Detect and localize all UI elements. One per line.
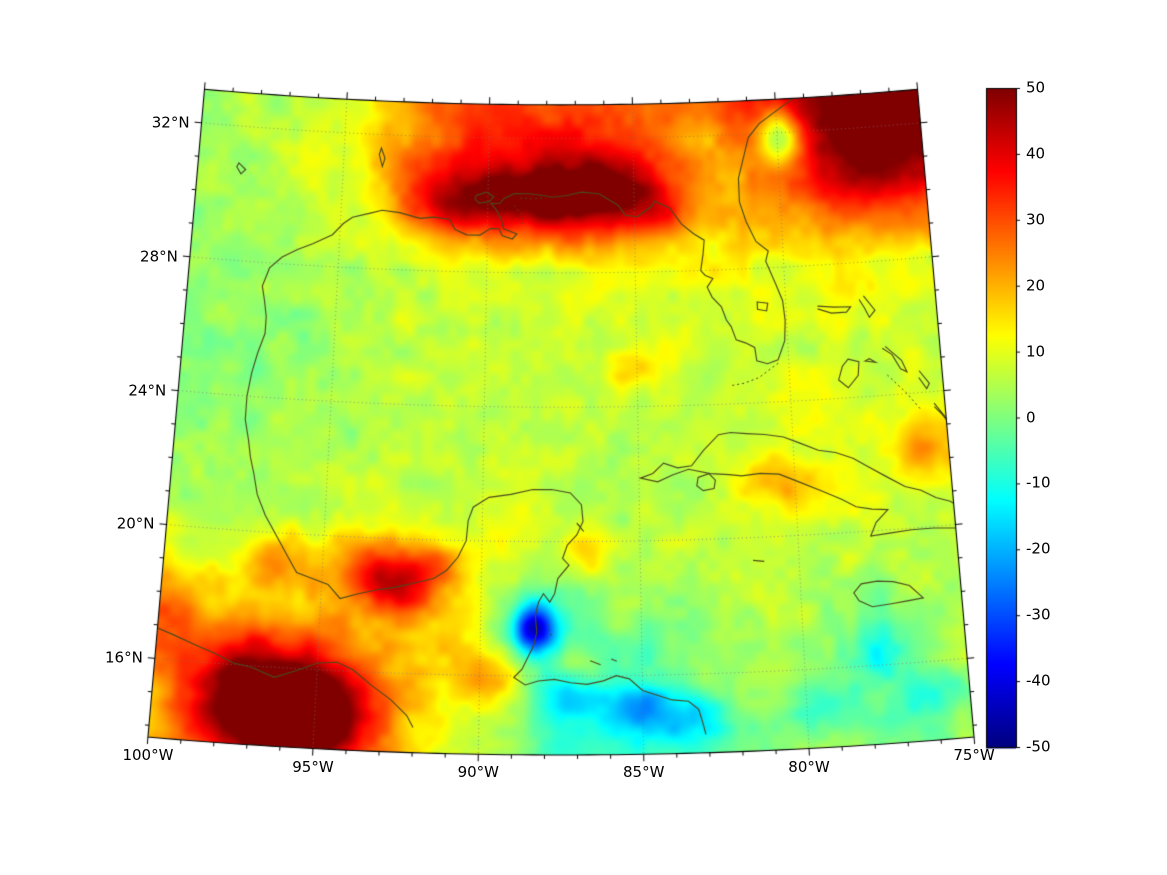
- lat-tick-label: 16°N: [105, 648, 143, 667]
- lat-tick-label: 24°N: [128, 381, 167, 400]
- lon-tick-label: 95°W: [292, 757, 334, 776]
- lon-tick-label: 100°W: [122, 746, 174, 764]
- lat-tick-label: 20°N: [116, 514, 155, 533]
- colorbar-tick-label: 10: [1026, 342, 1046, 361]
- colorbar-tick-label: 0: [1026, 408, 1036, 426]
- lat-tick-label: 32°N: [151, 113, 190, 132]
- colorbar-tick-label: -10: [1026, 473, 1051, 492]
- lon-tick-label: 75°W: [953, 746, 995, 764]
- colorbar-tick-label: 40: [1026, 144, 1046, 163]
- colorbar-tick-label: -20: [1026, 539, 1051, 558]
- colorbar-tick-label: -50: [1026, 737, 1051, 756]
- lon-tick-label: 80°W: [788, 757, 830, 776]
- colorbar-tick-label: 50: [1026, 78, 1046, 97]
- colorbar-tick-label: -40: [1026, 671, 1051, 690]
- colorbar-tick-label: 30: [1026, 210, 1046, 229]
- lon-tick-label: 90°W: [457, 763, 499, 782]
- colorbar-tick-label: -30: [1026, 605, 1051, 624]
- colorbar-tick-label: 20: [1026, 276, 1046, 295]
- lon-tick-label: 85°W: [622, 763, 665, 782]
- lat-tick-label: 28°N: [140, 247, 178, 266]
